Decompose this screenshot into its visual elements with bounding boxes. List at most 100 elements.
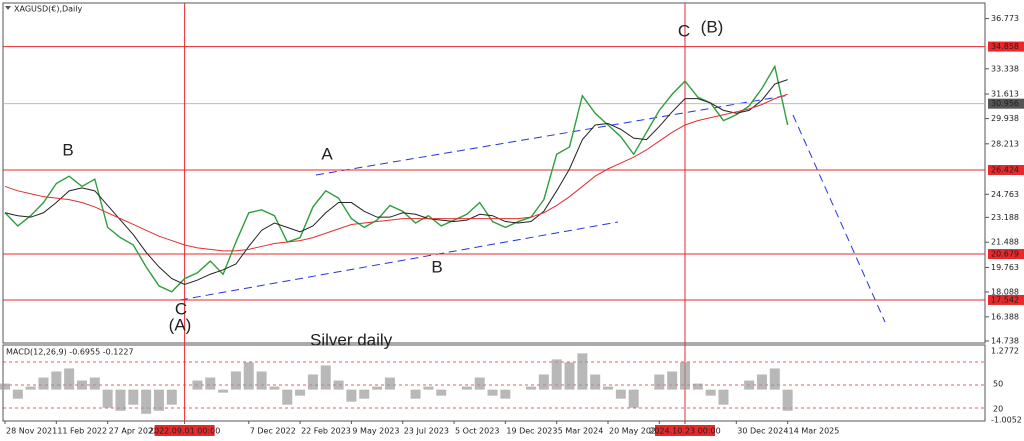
wave-label: B [62, 140, 73, 159]
macd-bar [410, 389, 421, 399]
macd-bar [667, 371, 678, 390]
y-tick-label: 31.613 [991, 90, 1019, 99]
macd-bar [307, 374, 318, 390]
x-tick-label: 14 Mar 2025 [789, 427, 840, 436]
price-line [4, 79, 788, 286]
chart-title: XAGUSD(€),Daily [14, 5, 82, 14]
macd-bar [718, 389, 729, 405]
macd-bar [487, 389, 498, 396]
macd-bar [564, 362, 575, 390]
x-tick-label: 28 Nov 2021 [6, 427, 57, 436]
x-tick-label: 9 May 2023 [352, 427, 399, 436]
y-tick-label: 19.763 [991, 263, 1019, 272]
y-tick-label: 21.488 [991, 238, 1019, 247]
price-line [4, 64, 789, 293]
x-tick-label: 27 Apr 2022 [109, 427, 158, 436]
y-tick-label: 29.938 [991, 114, 1019, 123]
y-tick-label: 16.388 [991, 312, 1019, 321]
x-tick-label: 2022.09.01 00:00 [149, 427, 220, 436]
price-panel [2, 2, 986, 344]
macd-bar [577, 353, 588, 390]
wave-label: B [431, 257, 442, 276]
macd-bar [51, 371, 62, 390]
x-label-box [154, 425, 215, 436]
macd-bar [230, 371, 241, 390]
forecast-line [792, 114, 886, 323]
macd-bar [372, 386, 383, 390]
wave-label: (A) [169, 315, 192, 334]
macd-bar [333, 380, 344, 390]
x-tick-label: 20 May 2024 [609, 427, 661, 436]
y-tick-label: 24.763 [991, 190, 1019, 199]
macd-label: MACD(12,26,9) -0.6955 -0.1227 [6, 348, 134, 357]
y-tick-label: 33.338 [991, 64, 1019, 73]
current-price-box [988, 98, 1024, 109]
x-tick-label: 30 Dec 2024 [737, 427, 788, 436]
macd-tick-label: -1.0052 [991, 416, 1022, 425]
macd-bar [218, 389, 229, 393]
macd-bar [782, 389, 793, 411]
macd-bar [295, 389, 306, 396]
macd-bar [384, 377, 395, 390]
level-label: 34.858 [991, 42, 1019, 51]
macd-bar [628, 389, 639, 408]
level-box [988, 41, 1024, 52]
level-label: 17.542 [991, 295, 1019, 304]
level-box [988, 164, 1024, 175]
macd-bar [269, 386, 280, 390]
macd-tick-label: 1.2772 [991, 347, 1019, 356]
level-box [988, 294, 1024, 305]
x-tick-label: 11 Feb 2022 [57, 427, 107, 436]
macd-bar [102, 389, 113, 408]
macd-bar [153, 389, 164, 411]
macd-bar [359, 389, 370, 399]
level-label: 26.424 [991, 165, 1019, 174]
lower-channel [179, 221, 619, 301]
macd-bar [76, 380, 87, 390]
upper-channel [315, 94, 791, 176]
macd-bar [705, 389, 716, 396]
macd-bar [538, 374, 549, 390]
macd-bar [423, 386, 434, 390]
wave-label: (B) [701, 17, 724, 36]
macd-bar [526, 386, 537, 390]
x-tick-label: 22 Feb 2023 [301, 427, 351, 436]
macd-bar [282, 389, 293, 405]
macd-bar [551, 359, 562, 390]
y-tick-label: 14.738 [991, 336, 1019, 345]
level-box [988, 249, 1024, 260]
macd-bar [256, 371, 267, 390]
macd-side-label: 50 [993, 380, 1003, 389]
macd-bar [500, 389, 511, 399]
macd-bar [756, 374, 767, 390]
macd-bar [64, 368, 75, 390]
y-tick-label: 23.188 [991, 213, 1019, 222]
x-tick-label: 23 Jul 2023 [404, 427, 449, 436]
macd-bar [692, 383, 703, 390]
wave-label: A [321, 144, 333, 163]
x-tick-label: 19 Dec 2023 [506, 427, 557, 436]
macd-bar [0, 383, 10, 390]
macd-bar [115, 389, 126, 411]
macd-bar [769, 368, 780, 390]
macd-bar [12, 389, 23, 399]
y-tick-label: 36.773 [991, 14, 1019, 23]
wave-label: Silver daily [310, 330, 393, 349]
macd-bar [615, 389, 626, 399]
wave-label: C [678, 21, 690, 40]
macd-bar [436, 389, 447, 396]
macd-bar [461, 386, 472, 390]
macd-bar [590, 374, 601, 390]
macd-bar [603, 386, 614, 390]
x-label-box [654, 425, 715, 436]
macd-bar [744, 380, 755, 390]
x-tick-label: 2024.10.23 00:00 [649, 427, 720, 436]
macd-bar [679, 362, 690, 390]
price-line [4, 93, 788, 252]
level-label: 20.679 [991, 250, 1019, 259]
macd-side-label: 20 [993, 405, 1003, 414]
macd-bar [654, 374, 665, 390]
macd-bar [89, 377, 100, 390]
wave-label: C [175, 299, 187, 318]
